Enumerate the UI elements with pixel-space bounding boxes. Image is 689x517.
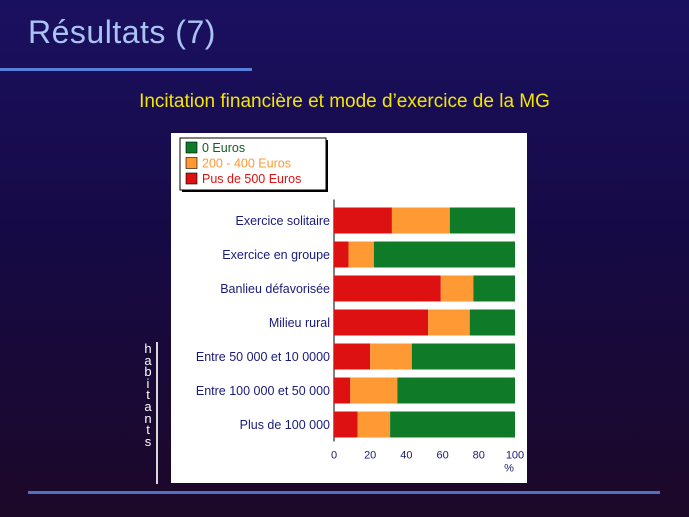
x-tick-label: 80 [473, 450, 485, 462]
bar-segment-0-euros [411, 343, 515, 370]
category-label: Milieu rural [269, 316, 330, 330]
category-label: Banlieu défavorisée [220, 282, 330, 296]
bar-segment-200-400-euros [440, 275, 474, 302]
side-label-letter: s [144, 433, 152, 449]
side-label-letter: i [146, 375, 150, 391]
bar-segment-200-400-euros [391, 207, 450, 234]
x-unit-label: % [504, 463, 514, 475]
x-tick-label: 60 [436, 450, 448, 462]
bottom-rule [28, 491, 660, 494]
bar-segment-0-euros [469, 309, 515, 336]
bar-segment-0-euros [473, 275, 515, 302]
side-label-letter: n [144, 410, 152, 426]
bar-segment-pus-de-500-euros [334, 241, 349, 268]
bar-segment-200-400-euros [348, 241, 374, 268]
bar-segment-pus-de-500-euros [334, 207, 392, 234]
side-label-letter: a [144, 352, 152, 368]
category-label: Plus de 100 000 [240, 418, 330, 432]
legend-swatch [185, 157, 198, 169]
side-label-letter: b [144, 364, 152, 380]
x-tick-label: 0 [331, 450, 337, 462]
legend-box [179, 137, 327, 191]
chart-subtitle: Incitation financière et mode d’exercice… [139, 91, 550, 112]
bar-segment-pus-de-500-euros [334, 377, 351, 404]
legend-swatch [185, 172, 198, 185]
legend-label: 200 - 400 Euros [202, 157, 291, 171]
title-underline [0, 68, 252, 71]
bar-segment-pus-de-500-euros [334, 309, 429, 336]
legend-swatch [185, 141, 198, 154]
legend-label: 0 Euros [202, 141, 245, 155]
side-label-letter: t [146, 387, 150, 403]
bar-segment-pus-de-500-euros [334, 343, 371, 370]
bar-segment-0-euros [397, 377, 515, 404]
habitants-bracket-line [156, 342, 158, 484]
side-label-letter: t [146, 422, 150, 438]
chart-panel: Exercice solitaire Exercice en groupe Banl… [171, 133, 527, 483]
category-label: Entre 50 000 et 10 0000 [196, 350, 330, 364]
side-label-letter: h [144, 341, 152, 356]
bar-segment-pus-de-500-euros [334, 275, 441, 302]
category-label: Entre 100 000 et 50 000 [196, 384, 330, 398]
x-tick-label: 20 [364, 450, 376, 462]
bar-segment-0-euros [449, 207, 515, 234]
x-tick-label: 40 [400, 450, 412, 462]
side-label-letter: a [144, 398, 152, 414]
bar-segment-200-400-euros [428, 309, 470, 336]
bar-segment-0-euros [373, 241, 515, 268]
bar-segment-200-400-euros [350, 377, 398, 404]
legend-label: Pus de 500 Euros [202, 172, 301, 186]
slide-title: Résultats (7) [28, 14, 216, 50]
stacked-bar-chart: Exercice solitaire Exercice en groupe Banl… [179, 137, 524, 475]
bar-segment-pus-de-500-euros [334, 411, 358, 438]
x-tick-label: 100 [506, 450, 524, 462]
bar-segment-200-400-euros [357, 411, 391, 438]
category-label: Exercice solitaire [236, 214, 331, 228]
category-label: Exercice en groupe [222, 248, 330, 262]
bar-segment-0-euros [390, 411, 515, 438]
bar-segment-200-400-euros [370, 343, 412, 370]
